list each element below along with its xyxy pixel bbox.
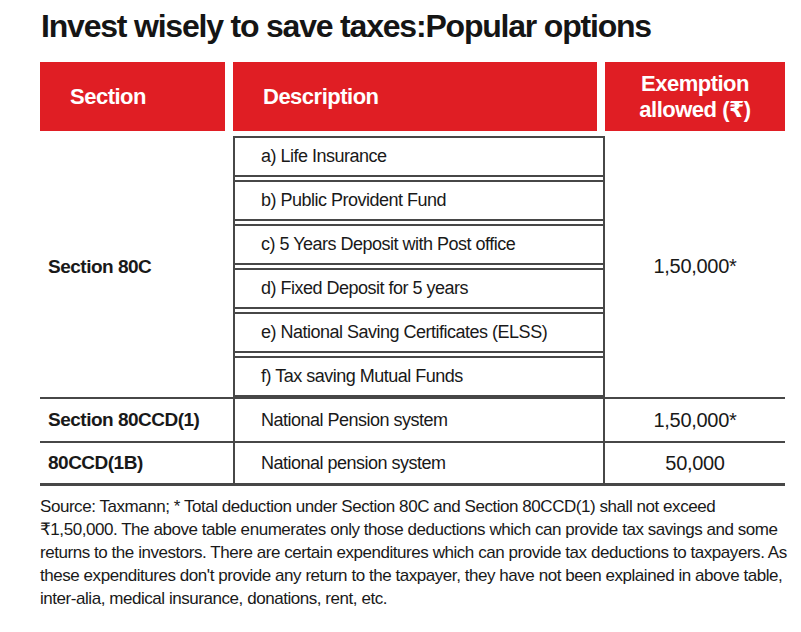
table-group-80c: Section 80C a) Life Insurance b) Public … [40, 136, 785, 397]
description-cell-80ccd1: National Pension system [233, 399, 605, 441]
section-cell-80ccd1: Section 80CCD(1) [40, 399, 233, 441]
description-list-80c: a) Life Insurance b) Public Provident Fu… [233, 136, 605, 397]
description-cell-80ccd1b: National pension system [233, 443, 605, 483]
exemption-cell-80ccd1b: 50,000 [605, 443, 785, 483]
table-row: c) 5 Years Deposit with Post office [235, 224, 603, 265]
header-exemption-text: Exemption allowed (₹) [639, 71, 750, 123]
infographic-canvas: Invest wisely to save taxes:Popular opti… [0, 0, 801, 632]
header-cell-section: Section [40, 62, 225, 131]
table-row: d) Fixed Deposit for 5 years [235, 268, 603, 309]
header-exemption-line2: allowed (₹) [639, 97, 750, 122]
source-footnote: Source: Taxmann; * Total deduction under… [40, 495, 788, 610]
table-row: e) National Saving Certificates (ELSS) [235, 312, 603, 353]
page-title: Invest wisely to save taxes:Popular opti… [41, 8, 651, 45]
table-row: a) Life Insurance [235, 136, 603, 177]
section-cell-80ccd1b: 80CCD(1B) [40, 443, 233, 483]
exemption-cell-80c: 1,50,000* [605, 136, 785, 397]
tax-options-table: Section Description Exemption allowed (₹… [40, 62, 785, 486]
table-row-80ccd1b: 80CCD(1B) National pension system 50,000 [40, 441, 785, 486]
exemption-cell-80ccd1: 1,50,000* [605, 399, 785, 441]
table-row: f) Tax saving Mutual Funds [235, 356, 603, 397]
header-exemption-line1: Exemption [641, 71, 749, 96]
header-cell-exemption: Exemption allowed (₹) [605, 62, 785, 131]
table-header-row: Section Description Exemption allowed (₹… [40, 62, 785, 131]
table-row: b) Public Provident Fund [235, 180, 603, 221]
header-cell-description: Description [233, 62, 597, 131]
table-row-80ccd1: Section 80CCD(1) National Pension system… [40, 397, 785, 441]
section-cell-80c: Section 80C [40, 136, 233, 397]
